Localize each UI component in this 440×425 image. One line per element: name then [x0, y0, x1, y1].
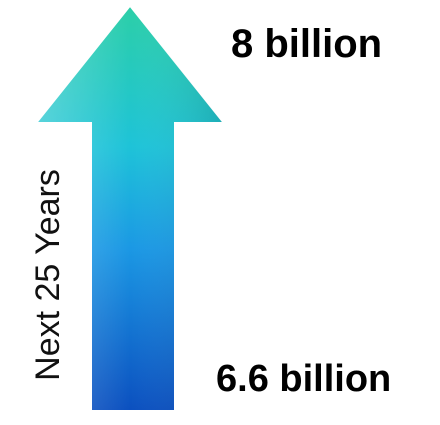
- duration-label: Next 25 Years: [29, 169, 67, 381]
- up-arrow-icon: [30, 0, 231, 414]
- start-value-label: 6.6 billion: [216, 358, 392, 400]
- end-value-label: 8 billion: [231, 22, 383, 66]
- growth-arrow: [30, 0, 250, 425]
